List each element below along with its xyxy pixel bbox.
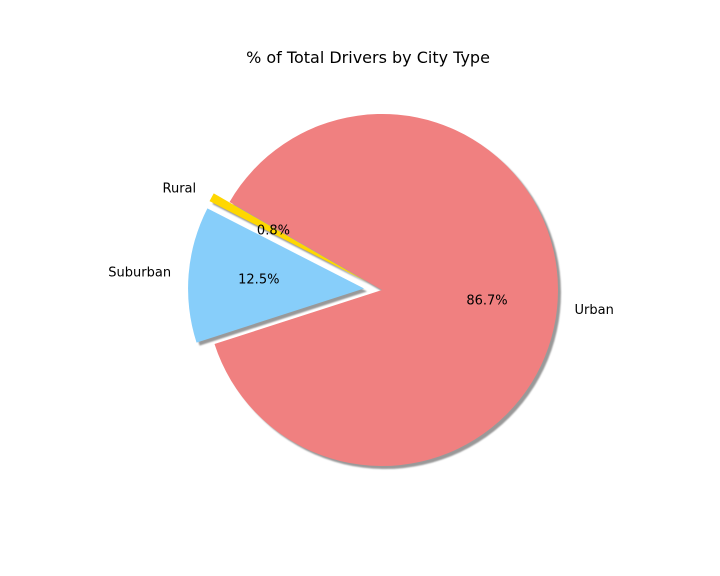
pie-slice-urban xyxy=(214,114,558,467)
slice-pct-label-suburban: 12.5% xyxy=(238,273,279,288)
chart-title: % of Total Drivers by City Type xyxy=(246,48,490,67)
pie-slices xyxy=(188,114,558,467)
slice-label-rural: Rural xyxy=(163,181,197,196)
slice-labels: Rural 0.8% Suburban 12.5% Urban 86.7% xyxy=(108,181,614,318)
pie-slice-rural xyxy=(209,193,367,282)
pie-slice-suburban xyxy=(188,208,365,343)
slice-label-urban: Urban xyxy=(575,303,614,318)
slice-label-suburban: Suburban xyxy=(108,265,171,280)
slice-pct-label-urban: 86.7% xyxy=(466,294,507,309)
slice-pct-label-rural: 0.8% xyxy=(257,223,290,238)
